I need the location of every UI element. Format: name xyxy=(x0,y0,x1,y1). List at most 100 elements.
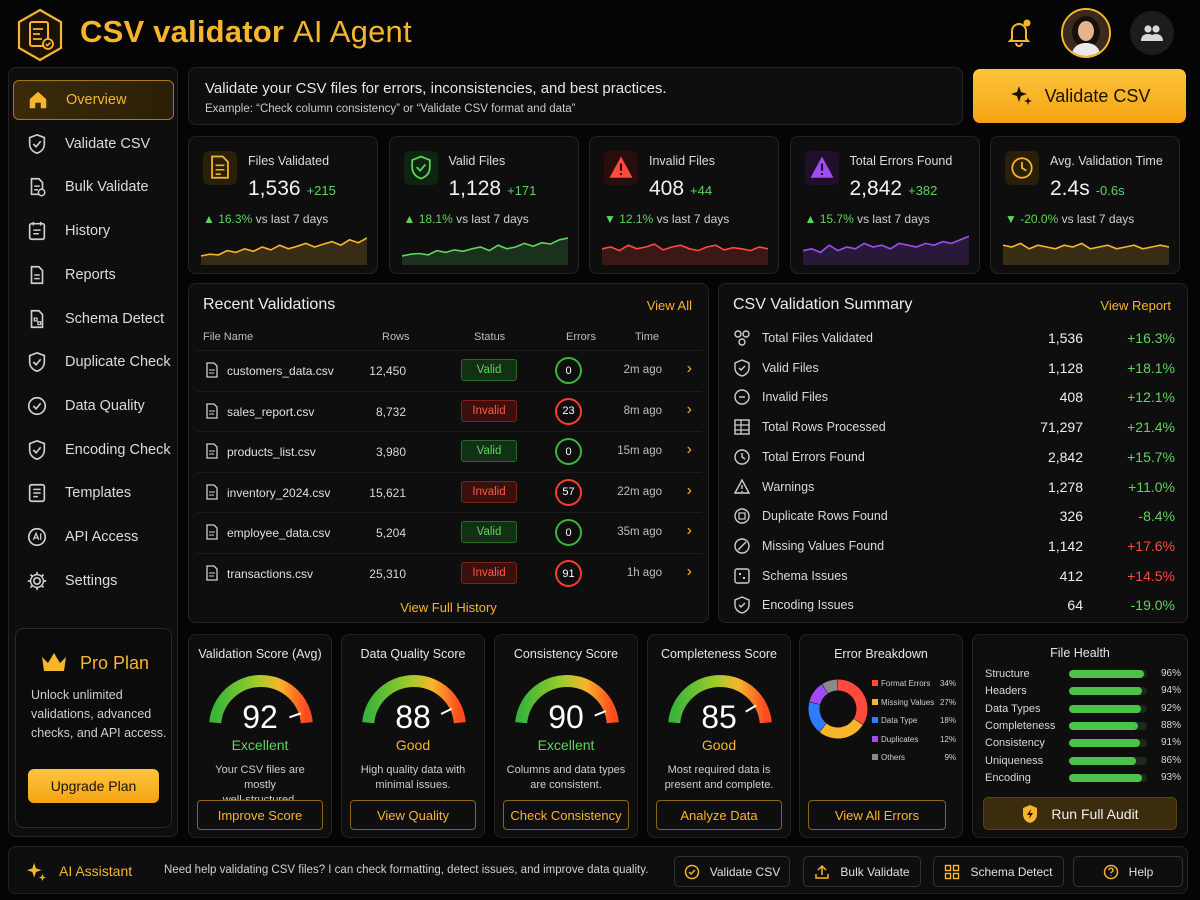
health-percent: 92% xyxy=(1160,702,1181,714)
chevron-right-icon[interactable]: › xyxy=(686,522,692,540)
table-row[interactable]: transactions.csv 25,310 Invalid 91 1h ago › xyxy=(197,553,702,593)
sidebar-item-schema-detect[interactable]: Schema Detect xyxy=(13,299,174,339)
shield-check-icon xyxy=(733,358,751,377)
status-badge: Valid xyxy=(461,359,517,381)
shield-check-icon xyxy=(25,132,49,156)
score-description: Most required data is present and complet… xyxy=(658,763,780,793)
check-circle-icon xyxy=(25,394,49,418)
footer-help-button[interactable]: Help xyxy=(1073,856,1183,887)
view-all-link[interactable]: View All xyxy=(646,298,692,313)
sidebar-item-history[interactable]: History xyxy=(13,211,174,251)
chevron-right-icon[interactable]: › xyxy=(686,563,692,580)
score-description-line1: Most required data is xyxy=(667,764,771,776)
bell-icon[interactable] xyxy=(1004,18,1034,48)
avatar[interactable] xyxy=(1061,8,1111,58)
health-row: Data Types 92% xyxy=(985,701,1181,718)
timestamp: 35m ago xyxy=(617,526,662,539)
sidebar-item-encoding-check[interactable]: Encoding Check xyxy=(13,430,174,470)
score-action-button[interactable]: Analyze Data xyxy=(656,800,782,830)
footer-schema-detect-button[interactable]: Schema Detect xyxy=(933,856,1064,887)
file-name[interactable]: products_list.csv xyxy=(227,445,316,460)
sidebar-item-label: Settings xyxy=(65,572,118,589)
row-count: 25,310 xyxy=(369,567,406,581)
table-row[interactable]: sales_report.csv 8,732 Invalid 23 8m ago › xyxy=(197,390,702,431)
file-icon xyxy=(205,484,219,505)
stat-trend-suffix: vs last 7 days xyxy=(853,212,930,226)
sidebar-item-duplicate-check[interactable]: Duplicate Check xyxy=(13,342,174,382)
timestamp: 22m ago xyxy=(617,485,662,498)
score-action-button[interactable]: Improve Score xyxy=(197,800,323,830)
summary-delta: +16.3% xyxy=(1127,330,1175,346)
upgrade-plan-button[interactable]: Upgrade Plan xyxy=(28,769,159,803)
chevron-right-icon[interactable]: › xyxy=(686,400,692,418)
donut-slice-others xyxy=(822,679,838,694)
sidebar-item-api-access[interactable]: API Access xyxy=(13,517,174,557)
summary-label: Encoding Issues xyxy=(762,598,854,613)
stat-trend-suffix: vs last 7 days xyxy=(653,212,730,226)
table-row[interactable]: inventory_2024.csv 15,621 Invalid 57 22m ago… xyxy=(197,471,702,512)
summary-label: Warnings xyxy=(762,479,815,494)
sidebar-item-label: Validate CSV xyxy=(65,135,151,152)
sidebar-item-templates[interactable]: Templates xyxy=(13,473,174,513)
summary-delta: +18.1% xyxy=(1127,359,1175,376)
view-report-link[interactable]: View Report xyxy=(1100,298,1171,313)
run-full-audit-button[interactable]: Run Full Audit xyxy=(983,797,1177,830)
summary-label: Total Errors Found xyxy=(762,449,865,464)
footer-bulk-validate-button[interactable]: Bulk Validate xyxy=(803,856,921,887)
error-count: 0 xyxy=(555,438,582,466)
view-all-errors-button[interactable]: View All Errors xyxy=(808,800,946,830)
clock-icon xyxy=(1005,151,1039,185)
health-label: Data Types xyxy=(985,702,1041,715)
prompt-bar[interactable]: Validate your CSV files for errors, inco… xyxy=(188,67,963,125)
score-description-line2: minimal issues. xyxy=(375,779,451,791)
file-name[interactable]: transactions.csv xyxy=(227,567,314,581)
stat-trend: ▲ 16.3% vs last 7 days xyxy=(203,212,328,226)
sidebar-item-bulk-validate[interactable]: Bulk Validate xyxy=(13,167,174,207)
pro-plan-line2: validations, advanced xyxy=(31,707,152,721)
table-row[interactable]: customers_data.csv 12,450 Valid 0 2m ago › xyxy=(197,350,702,390)
file-name[interactable]: inventory_2024.csv xyxy=(227,485,331,500)
footer-validate-csv-button[interactable]: Validate CSV xyxy=(674,856,790,887)
score-action-button[interactable]: View Quality xyxy=(350,800,476,830)
chevron-right-icon[interactable]: › xyxy=(686,441,692,459)
chevron-right-icon[interactable]: › xyxy=(686,360,692,377)
sidebar-item-settings[interactable]: Settings xyxy=(13,561,174,601)
error-count: 0 xyxy=(555,357,582,384)
validate-csv-button[interactable]: Validate CSV xyxy=(973,69,1186,123)
row-count: 8,732 xyxy=(375,404,406,419)
table-row[interactable]: employee_data.csv 5,204 Valid 0 35m ago › xyxy=(197,512,702,552)
recent-validations-panel: Recent Validations View All File Name Ro… xyxy=(188,283,709,623)
table-row[interactable]: products_list.csv 3,980 Valid 0 15m ago › xyxy=(197,431,702,471)
sidebar-item-reports[interactable]: Reports xyxy=(13,255,174,295)
file-name[interactable]: employee_data.csv xyxy=(227,526,331,541)
stat-delta: +215 xyxy=(306,183,336,198)
score-action-button[interactable]: Check Consistency xyxy=(503,800,629,830)
stat-value: 1,536 xyxy=(248,177,301,200)
summary-label: Invalid Files xyxy=(762,390,828,405)
timestamp: 8m ago xyxy=(623,404,662,417)
row-count: 15,621 xyxy=(369,485,406,500)
score-card-validation-score-avg: Validation Score (Avg) 92 Excellent Your CS… xyxy=(188,634,332,838)
score-quality: Excellent xyxy=(231,737,289,753)
legend-percent: 9% xyxy=(944,753,956,762)
upload-icon xyxy=(814,864,840,880)
file-health-panel: File Health Structure 96% Headers 94% Data T… xyxy=(972,634,1188,838)
timestamp: 2m ago xyxy=(623,364,662,376)
users-icon[interactable] xyxy=(1130,11,1174,55)
file-name[interactable]: sales_report.csv xyxy=(227,404,315,419)
view-full-history-link[interactable]: View Full History xyxy=(400,600,497,615)
stat-card-invalid-files: Invalid Files 408 +44 ▼ 12.1% vs last 7 day… xyxy=(589,136,779,274)
score-value: 90 xyxy=(548,699,584,735)
chevron-right-icon[interactable]: › xyxy=(686,481,692,499)
sidebar-item-data-quality[interactable]: Data Quality xyxy=(13,386,174,426)
health-label: Encoding xyxy=(985,771,1031,784)
sidebar-item-validate-csv[interactable]: Validate CSV xyxy=(13,124,174,164)
score-title: Completeness Score xyxy=(660,647,778,661)
score-value: 88 xyxy=(395,699,431,735)
summary-row: Total Files Validated 1,536 +16.3% xyxy=(729,324,1179,353)
file-name[interactable]: customers_data.csv xyxy=(227,364,334,378)
col-status: Status xyxy=(474,331,506,343)
schema-icon xyxy=(25,307,49,331)
donut-slice-data-type xyxy=(808,702,827,732)
sidebar-item-overview[interactable]: Overview xyxy=(13,80,174,120)
